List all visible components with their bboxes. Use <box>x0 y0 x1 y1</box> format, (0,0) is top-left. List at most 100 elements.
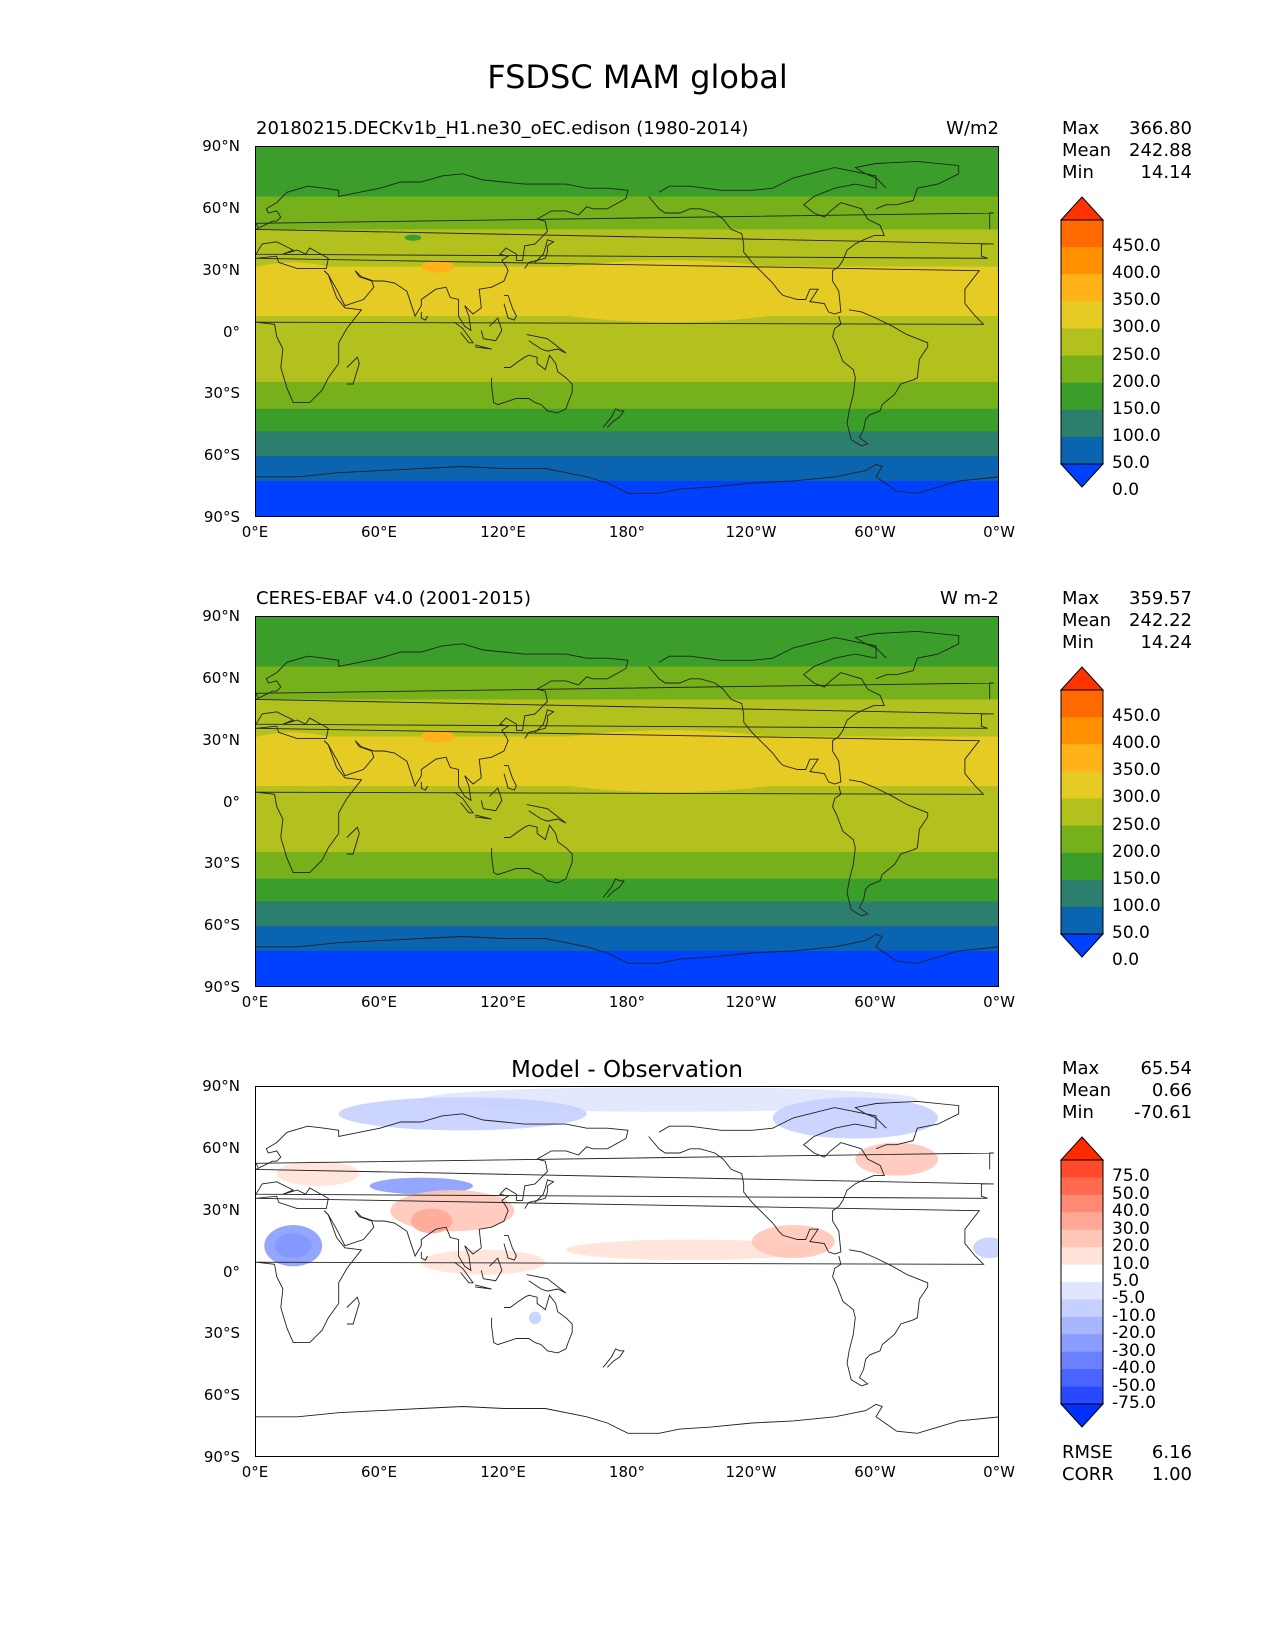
colorbar-tick-label: 100.0 <box>1112 895 1161 916</box>
coastline <box>346 1296 360 1325</box>
colorbar-swatch <box>1061 825 1103 854</box>
coastline <box>256 463 998 494</box>
coastline <box>256 698 994 874</box>
lon-tick-label: 180° <box>608 1463 646 1481</box>
colorbar-swatch <box>1061 1177 1103 1196</box>
field-band <box>256 617 998 667</box>
coastline <box>491 354 573 414</box>
coastline <box>524 239 555 269</box>
coastline <box>524 1179 555 1209</box>
coastline <box>854 160 960 210</box>
colorbar-swatch <box>1061 771 1103 799</box>
figure-title: FSDSC MAM global <box>487 58 788 96</box>
lon-tick-label: 60°E <box>360 993 398 1011</box>
colorbar-swatch <box>1061 1212 1103 1231</box>
colorbar-swatch <box>1061 247 1103 275</box>
lat-tick-label: 30°N <box>202 730 240 749</box>
coastline <box>256 1403 998 1434</box>
panel3-title: Model - Observation <box>510 1057 744 1083</box>
coastline <box>346 356 360 385</box>
coastline <box>854 1100 960 1150</box>
coastline <box>503 764 517 791</box>
central-asia-minimum <box>404 234 422 241</box>
colorbar-tick-label: -5.0 <box>1112 1288 1146 1309</box>
coastlines <box>256 630 998 964</box>
lon-tick-label: 120°E <box>480 523 526 541</box>
lon-tick-label: 120°W <box>725 1463 777 1481</box>
colorbar-tick-label: 40.0 <box>1112 1201 1150 1222</box>
colorbar-tick-label: 250.0 <box>1112 814 1161 835</box>
coastline <box>832 779 929 917</box>
colorbar-tick-label: -40.0 <box>1112 1358 1156 1379</box>
colorbar-tick-label: 0.0 <box>1112 480 1140 501</box>
lon-tick-label: 60°W <box>854 523 896 541</box>
tibet-maximum <box>421 260 455 273</box>
colorbar-tick-label: -10.0 <box>1112 1305 1156 1326</box>
lat-tick-label: 30°N <box>202 1200 240 1219</box>
stat-min-label: Min <box>1062 632 1094 653</box>
coastline <box>420 311 428 321</box>
diff-anomaly <box>528 1311 542 1325</box>
colorbar-swatch <box>1061 328 1103 357</box>
lon-tick-label: 0°E <box>241 993 269 1011</box>
coastline <box>648 637 885 785</box>
panel1-units: W/m2 <box>946 118 999 139</box>
diff-anomaly <box>772 1097 938 1139</box>
colorbar-swatch <box>1061 717 1103 745</box>
colorbar-swatch <box>1061 1351 1103 1370</box>
colorbar-swatch <box>1061 1160 1103 1178</box>
coastline <box>346 826 360 855</box>
tibet-maximum <box>421 730 455 743</box>
colorbar-tick-label: 5.0 <box>1112 1271 1140 1291</box>
lon-tick-label: 60°E <box>360 1463 398 1481</box>
colorbar-swatch <box>1061 1229 1103 1248</box>
colorbar-tick-label: 50.0 <box>1112 1183 1150 1204</box>
coastline <box>602 878 625 898</box>
corr-value: 1.00 <box>1151 1464 1192 1485</box>
field-band <box>256 348 998 383</box>
field-band <box>256 196 998 230</box>
panel2-left-title: CERES-EBAF v4.0 (2001-2015) <box>256 588 532 609</box>
colorbar-tick-label: 300.0 <box>1112 787 1161 808</box>
coastline <box>526 334 567 354</box>
coastline <box>648 167 885 315</box>
coastline <box>474 814 492 820</box>
diff-field <box>256 1087 998 1456</box>
colorbar-tick-label: 350.0 <box>1112 760 1161 781</box>
lon-tick-label: 0°E <box>241 1463 269 1481</box>
stat-max-label: Max <box>1062 118 1100 139</box>
lon-tick-label: 60°W <box>854 993 896 1011</box>
coastline <box>602 408 625 428</box>
lat-tick-label: 60°S <box>203 916 240 935</box>
lon-tick-label: 0°E <box>241 523 269 541</box>
colorbar-swatch <box>1061 301 1103 329</box>
panel2-stats: Max 359.57 Mean 242.22 Min 14.24 <box>1062 588 1192 654</box>
colorbar-tick-label: 20.0 <box>1112 1236 1150 1257</box>
lon-tick-label: 0°W <box>983 1463 1015 1481</box>
colorbar-tick-label: -20.0 <box>1112 1323 1156 1344</box>
coastline <box>474 344 492 350</box>
field-band <box>256 408 998 432</box>
field-bands <box>256 147 998 516</box>
lat-tick-label: 90°S <box>203 1448 240 1466</box>
panel1-stats: Max 366.80 Mean 242.88 Min 14.14 <box>1062 118 1192 184</box>
coastline <box>854 630 960 680</box>
stat-mean-value: 242.88 <box>1129 140 1192 161</box>
pacific-maximum <box>504 730 835 793</box>
colorbar-swatch <box>1061 1386 1103 1405</box>
colorbar-tick-label: -30.0 <box>1112 1340 1156 1361</box>
lat-tick-label: 30°N <box>202 260 240 279</box>
stat-mean-value: 242.22 <box>1129 610 1192 631</box>
colorbar-tick-label: 250.0 <box>1112 344 1161 365</box>
panel2-units: W m-2 <box>939 588 999 609</box>
lon-tick-label: 60°E <box>360 523 398 541</box>
coastline <box>491 824 573 884</box>
colorbar-tick-label: 400.0 <box>1112 733 1161 754</box>
coastline <box>503 1234 517 1261</box>
lat-tick-label: 60°N <box>202 198 240 217</box>
coastlines <box>256 160 998 494</box>
stat-mean-value: 0.66 <box>1151 1080 1192 1101</box>
panel3-stats: Max 65.54 Mean 0.66 Min -70.61 <box>1062 1058 1192 1124</box>
stat-max-value: 359.57 <box>1129 588 1192 609</box>
diff-anomaly <box>752 1225 835 1259</box>
